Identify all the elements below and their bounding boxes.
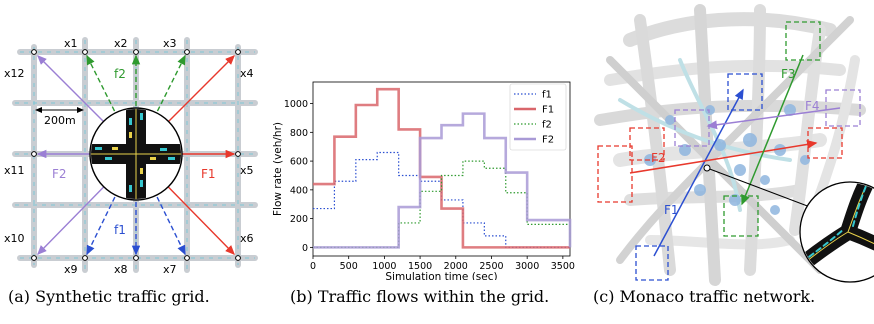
caption-c: (c) Monaco traffic network. [593, 287, 816, 306]
monaco-network-panel: F3 F4 F2 F1 [590, 0, 874, 290]
legend-box [509, 83, 567, 151]
series-line-f1 [313, 151, 570, 248]
chart-series [313, 87, 572, 249]
node-label-x9: x9 [64, 263, 78, 276]
x-axis-label: Simulation time (sec) [385, 271, 497, 280]
monaco-label-F4: F4 [805, 99, 820, 113]
monaco-flow-arrows [629, 54, 841, 257]
node-label-x11: x11 [4, 164, 25, 177]
y-tick-label: 0 [302, 243, 308, 254]
chart-axes [312, 81, 571, 257]
series-line-F2 [313, 112, 572, 249]
scale-bar: 200m [35, 107, 84, 127]
y-tick-label: 1000 [284, 99, 308, 110]
y-tick-label: 200 [290, 214, 308, 225]
node-label-x2: x2 [114, 37, 128, 50]
traffic-flows-chart: 0 500 1000 1500 2000 2500 3000 3500 0 200 400 600 80… [272, 81, 575, 280]
flow-label-f2: f2 [114, 67, 126, 81]
synthetic-grid-figure: 200m [4, 37, 258, 276]
intersection-markers [644, 104, 810, 215]
monaco-network-figure: F3 F4 F2 F1 [594, 4, 874, 286]
x-tick-label: 2000 [444, 261, 468, 272]
grid-flow-labels: f2 F1 F2 f1 [52, 67, 216, 237]
intersection-zoom [89, 107, 183, 201]
x-tick-label: 2500 [479, 261, 503, 272]
road-network [594, 4, 866, 286]
flow-label-f1: f1 [114, 223, 126, 237]
junction-zoom [799, 181, 874, 283]
y-axis-label: Flow rate (veh/hr) [272, 122, 284, 216]
legend-label-F2: F2 [542, 135, 554, 146]
synthetic-grid-panel: 200m [0, 0, 285, 280]
plot-frame [312, 81, 571, 257]
legend-label-f2: f2 [542, 120, 552, 131]
node-label-x5: x5 [240, 164, 254, 177]
x-tick-label: 1000 [372, 261, 396, 272]
caption-a: (a) Synthetic traffic grid. [8, 287, 210, 306]
flow-label-F1: F1 [201, 167, 216, 181]
legend-label-F1: F1 [542, 105, 554, 116]
boundary-nodes [31, 49, 241, 261]
scale-label: 200m [44, 114, 76, 127]
grid-node-labels: x1 x2 x3 x4 x5 x6 x9 x8 x7 x12 x11 x10 [4, 37, 254, 276]
monaco-label-F2: F2 [651, 151, 666, 165]
node-label-x10: x10 [4, 232, 25, 245]
monaco-label-F1: F1 [664, 203, 679, 217]
node-label-x6: x6 [240, 232, 254, 245]
x-tick-label: 1500 [408, 261, 432, 272]
y-tick-label: 800 [290, 128, 308, 139]
node-label-x8: x8 [114, 263, 128, 276]
node-label-x3: x3 [163, 37, 177, 50]
flow-label-F2: F2 [52, 167, 67, 181]
series-line-F1 [313, 87, 570, 249]
x-tick-label: 3500 [551, 261, 575, 272]
chart-legend: f1 F1 f2 F2 [509, 83, 567, 151]
y-tick-label: 600 [290, 157, 308, 168]
monaco-label-F3: F3 [781, 67, 796, 81]
node-label-x7: x7 [163, 263, 177, 276]
x-tick-label: 500 [340, 261, 358, 272]
x-tick-label: 3000 [515, 261, 539, 272]
y-tick-label: 400 [290, 185, 308, 196]
node-label-x12: x12 [4, 67, 25, 80]
chart-tick-labels: 0 500 1000 1500 2000 2500 3000 3500 0 200 400 600 80… [284, 99, 575, 272]
monaco-flow-labels: F3 F4 F2 F1 [651, 67, 820, 217]
node-label-x1: x1 [64, 37, 78, 50]
caption-b: (b) Traffic flows within the grid. [290, 287, 550, 306]
legend-label-f1: f1 [542, 90, 552, 101]
traffic-flows-chart-panel: 0 500 1000 1500 2000 2500 3000 3500 0 200 400 600 80… [268, 0, 582, 280]
node-label-x4: x4 [240, 67, 254, 80]
x-tick-label: 0 [310, 261, 316, 272]
